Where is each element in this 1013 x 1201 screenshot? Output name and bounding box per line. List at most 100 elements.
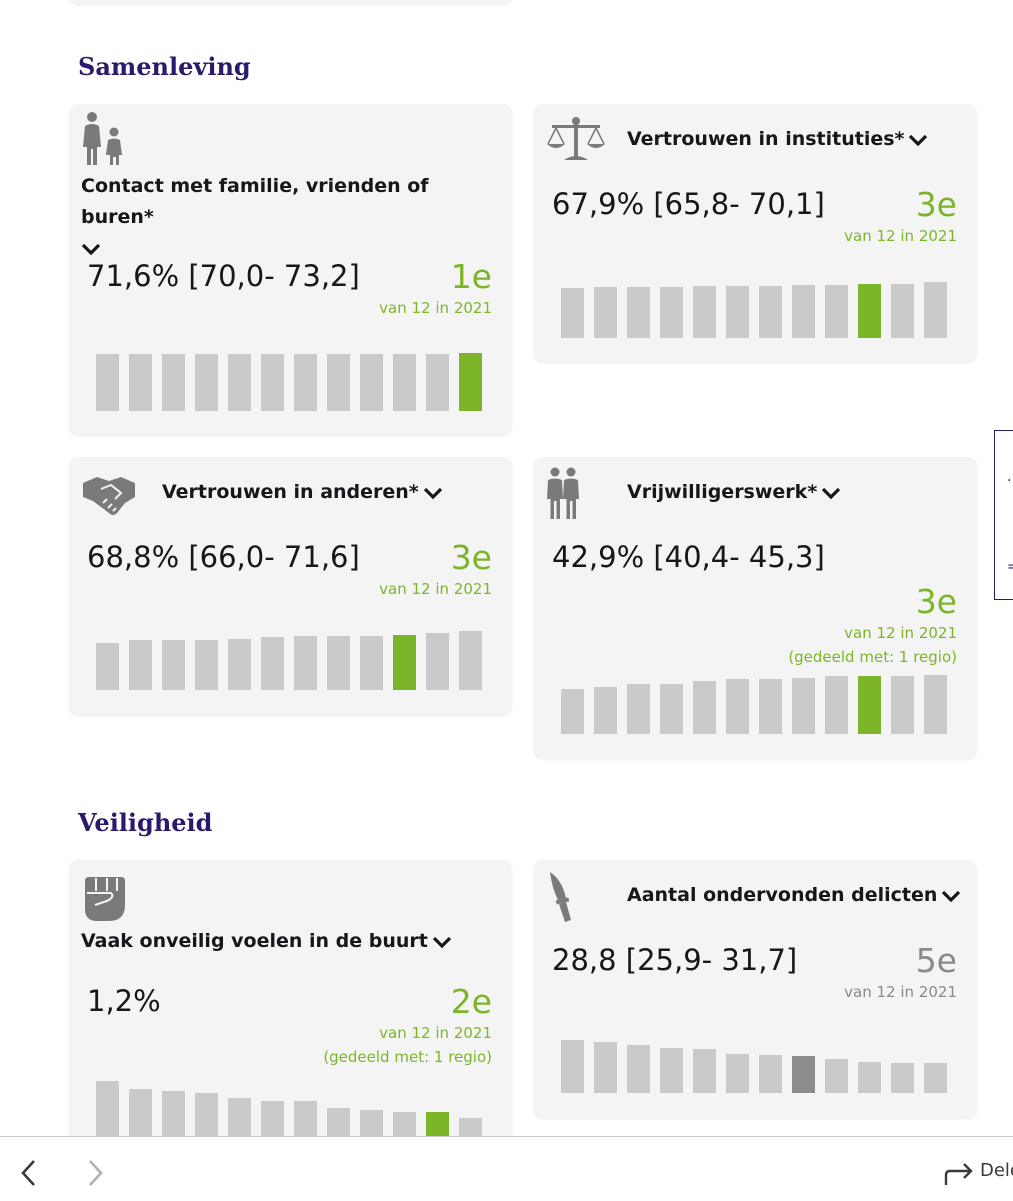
ranking-bar	[825, 285, 848, 338]
side-panel-edge: · =	[994, 430, 1013, 600]
rank-note: (gedeeld met: 1 regio)	[788, 648, 957, 666]
card-title[interactable]: Contact met familie, vrienden of buren*	[81, 171, 501, 264]
ranking-bar	[627, 1045, 650, 1093]
ranking-bar	[129, 640, 152, 690]
chevron-down-icon[interactable]	[423, 486, 443, 500]
ranking-bar	[261, 1101, 284, 1136]
ranking-bar	[660, 287, 683, 338]
rank-subtext: van 12 in 2021	[379, 299, 492, 317]
ranking-bar-chart	[561, 675, 951, 734]
rank-note: (gedeeld met: 1 regio)	[323, 1048, 492, 1066]
ranking-bar	[327, 354, 350, 411]
rank-number: 5e	[915, 941, 957, 980]
ranking-bar	[825, 1059, 848, 1093]
card-title-text: Aantal ondervonden delicten	[627, 884, 938, 906]
rank-number: 1e	[450, 257, 492, 296]
balance-scale-icon	[547, 117, 605, 160]
ranking-bar	[162, 1091, 185, 1136]
ranking-bar	[825, 676, 848, 734]
chevron-down-icon[interactable]	[908, 133, 928, 147]
ranking-bar	[426, 354, 449, 411]
card-title-text: Vertrouwen in instituties*	[627, 128, 905, 150]
share-arrow-icon	[944, 1163, 973, 1185]
ranking-bar	[426, 1112, 449, 1136]
rank-subtext: van 12 in 2021	[844, 227, 957, 245]
indicator-card-onveilig[interactable]: Vaak onveilig voelen in de buurt 1,2% 2e…	[69, 860, 512, 1160]
ranking-bar	[759, 286, 782, 338]
ranking-bar	[594, 287, 617, 338]
rank-number: 3e	[915, 582, 957, 621]
share-button[interactable]: Dele	[944, 1159, 1013, 1189]
ranking-bar	[594, 1042, 617, 1093]
ranking-bar	[726, 1054, 749, 1093]
card-title[interactable]: Aantal ondervonden delicten	[627, 880, 967, 911]
ranking-bar	[129, 1089, 152, 1136]
ranking-bar	[195, 1093, 218, 1136]
indicator-card-delicten[interactable]: Aantal ondervonden delicten 28,8 [25,9- …	[534, 860, 977, 1118]
ranking-bar	[261, 354, 284, 411]
ranking-bar-chart	[96, 353, 486, 411]
card-title-text: Contact met familie, vrienden of buren*	[81, 175, 429, 228]
rank-subtext: van 12 in 2021	[379, 580, 492, 598]
ranking-bar	[726, 679, 749, 734]
ranking-bar	[195, 640, 218, 690]
section-title-samenleving: Samenleving	[78, 52, 251, 81]
ranking-bar	[426, 633, 449, 690]
card-title[interactable]: Vrijwilligerswerk*	[627, 477, 967, 508]
ranking-bar	[660, 684, 683, 734]
ranking-bar	[459, 1118, 482, 1136]
ranking-bar	[327, 1108, 350, 1136]
ranking-bar	[594, 687, 617, 734]
ranking-bar	[393, 1112, 416, 1136]
card-title[interactable]: Vertrouwen in instituties*	[627, 124, 967, 155]
ranking-bar	[228, 354, 251, 411]
rank-subtext: van 12 in 2021	[844, 624, 957, 642]
ranking-bar	[693, 1049, 716, 1093]
ranking-bar	[162, 354, 185, 411]
ranking-bar	[228, 1098, 251, 1136]
back-chevron-icon[interactable]	[18, 1157, 38, 1189]
rank-number: 3e	[915, 185, 957, 224]
value-text: 42,9% [40,4- 45,3]	[552, 540, 825, 574]
ranking-bar	[792, 678, 815, 734]
family-icon	[83, 112, 122, 165]
ranking-bar	[693, 286, 716, 338]
knife-icon	[550, 872, 571, 922]
ranking-bar	[561, 1040, 584, 1093]
ranking-bar	[891, 284, 914, 338]
side-panel-dot: ·	[1007, 473, 1012, 489]
ranking-bar	[393, 635, 416, 690]
ranking-bar	[129, 354, 152, 411]
ranking-bar	[924, 282, 947, 338]
card-title-text: Vaak onveilig voelen in de buurt	[81, 930, 428, 952]
ranking-bar	[891, 676, 914, 734]
chevron-down-icon[interactable]	[821, 486, 841, 500]
ranking-bar	[627, 287, 650, 338]
chevron-down-icon[interactable]	[432, 935, 452, 949]
side-panel-mark: =	[1007, 559, 1013, 575]
fist-icon	[85, 877, 125, 921]
ranking-bar	[393, 354, 416, 411]
value-text: 28,8 [25,9- 31,7]	[552, 943, 798, 977]
chevron-down-icon[interactable]	[81, 242, 101, 256]
card-title-text: Vrijwilligerswerk*	[627, 481, 818, 503]
indicator-card-contact[interactable]: Contact met familie, vrienden of buren* …	[69, 104, 512, 435]
chevron-down-icon[interactable]	[941, 889, 961, 903]
forward-chevron-icon[interactable]	[86, 1157, 106, 1189]
ranking-bar	[792, 1056, 815, 1093]
card-title[interactable]: Vaak onveilig voelen in de buurt	[81, 926, 501, 957]
ranking-bar	[858, 676, 881, 734]
rank-number: 3e	[450, 538, 492, 577]
ranking-bar	[162, 640, 185, 690]
card-title[interactable]: Vertrouwen in anderen*	[162, 477, 502, 508]
ranking-bar	[759, 1055, 782, 1093]
rank-number: 2e	[450, 982, 492, 1021]
indicator-card-anderen[interactable]: Vertrouwen in anderen* 68,8% [66,0- 71,6…	[69, 457, 512, 715]
ranking-bar	[924, 1063, 947, 1093]
section-title-veiligheid: Veiligheid	[78, 808, 213, 837]
ranking-bar	[924, 675, 947, 734]
indicator-card-instituties[interactable]: Vertrouwen in instituties* 67,9% [65,8- …	[534, 104, 977, 362]
ranking-bar-chart	[96, 1081, 486, 1136]
indicator-card-vrijwilligerswerk[interactable]: Vrijwilligerswerk* 42,9% [40,4- 45,3] 3e…	[534, 457, 977, 759]
ranking-bar	[195, 354, 218, 411]
